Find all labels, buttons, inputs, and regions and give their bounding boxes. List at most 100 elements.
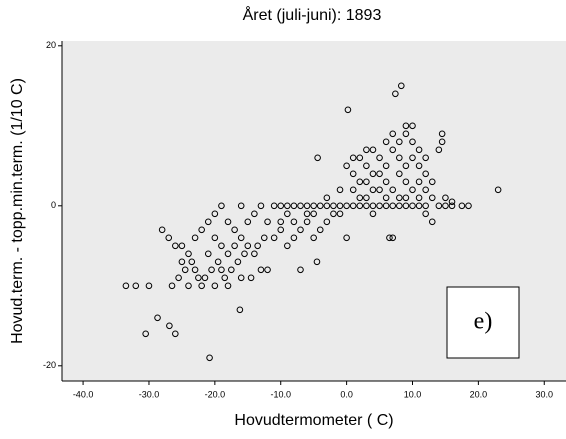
point <box>251 210 258 218</box>
point <box>415 162 423 170</box>
point <box>389 130 397 138</box>
point <box>336 210 344 218</box>
point <box>349 154 357 162</box>
point <box>303 202 311 210</box>
point <box>494 186 502 194</box>
point <box>284 202 291 210</box>
point <box>316 226 324 234</box>
point <box>382 162 390 170</box>
point <box>201 274 209 282</box>
point <box>221 274 229 282</box>
point <box>402 202 410 210</box>
point <box>168 282 176 290</box>
point <box>349 186 357 194</box>
x-tick-label: -30.0 <box>139 389 160 399</box>
point <box>336 202 344 210</box>
point <box>356 194 364 202</box>
y-tick-label: -20 <box>43 360 56 370</box>
point <box>389 186 397 194</box>
point <box>254 242 261 250</box>
point <box>442 194 449 202</box>
point <box>264 218 271 226</box>
point <box>435 146 443 154</box>
point <box>142 330 149 338</box>
point <box>191 266 199 274</box>
x-tick-label: 0.0 <box>340 389 353 399</box>
point <box>270 202 278 210</box>
point <box>396 154 403 162</box>
point <box>303 210 311 218</box>
point <box>428 194 436 202</box>
point <box>204 218 212 226</box>
annotation: e) <box>474 309 493 335</box>
point <box>415 146 423 154</box>
point <box>314 154 321 162</box>
point <box>438 130 446 138</box>
point <box>389 234 397 242</box>
point <box>198 282 205 290</box>
x-tick-label: 30.0 <box>535 389 553 399</box>
x-tick-label: -40.0 <box>73 389 94 399</box>
point <box>396 170 403 178</box>
point <box>228 266 235 274</box>
point <box>376 202 383 210</box>
x-tick-label: 20.0 <box>470 389 488 399</box>
point <box>218 202 225 210</box>
point <box>290 218 298 226</box>
point <box>396 138 403 146</box>
point <box>330 202 337 210</box>
point <box>349 202 357 210</box>
point <box>277 226 285 234</box>
point <box>172 242 179 250</box>
point <box>188 258 196 266</box>
point <box>211 282 219 290</box>
point <box>422 186 429 194</box>
point <box>195 274 202 282</box>
point <box>382 202 390 210</box>
point <box>415 178 423 186</box>
point <box>237 234 245 242</box>
y-tick-label: 0 <box>51 200 56 210</box>
annotation-box <box>446 286 520 359</box>
point <box>185 282 192 290</box>
point <box>402 162 410 170</box>
point <box>402 178 410 186</box>
point <box>448 198 456 206</box>
chart-title: Året (juli-juni): 1893 <box>243 5 382 24</box>
point <box>363 162 370 170</box>
point <box>389 146 397 154</box>
point <box>154 314 161 322</box>
point <box>376 154 383 162</box>
point <box>166 322 173 330</box>
point <box>181 266 189 274</box>
point <box>145 282 153 290</box>
point <box>428 178 436 186</box>
point <box>349 170 357 178</box>
point <box>402 122 410 130</box>
point <box>330 210 337 218</box>
point <box>422 170 429 178</box>
point <box>257 202 265 210</box>
point <box>458 202 466 210</box>
y-tick-label: 20 <box>46 40 56 50</box>
point <box>218 266 225 274</box>
point <box>422 154 429 162</box>
point <box>369 186 377 194</box>
point <box>178 242 186 250</box>
point <box>415 202 423 210</box>
point <box>402 130 410 138</box>
point <box>244 218 252 226</box>
point <box>297 226 304 234</box>
point <box>316 202 324 210</box>
point <box>270 234 278 242</box>
x-tick-label: -10.0 <box>270 389 291 399</box>
point <box>465 202 472 210</box>
point <box>376 170 383 178</box>
point <box>237 274 245 282</box>
point <box>175 274 182 282</box>
point <box>409 186 416 194</box>
point <box>382 138 390 146</box>
point <box>448 202 456 210</box>
